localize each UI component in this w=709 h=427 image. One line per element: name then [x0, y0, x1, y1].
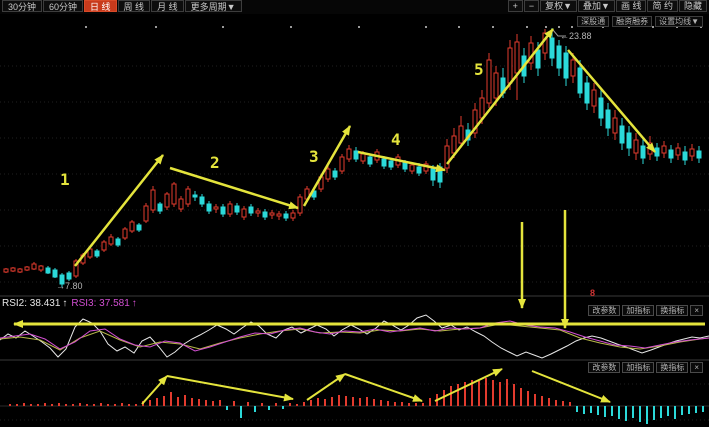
volume-bars	[9, 378, 704, 424]
gridlines	[0, 26, 709, 421]
simple-mode-button[interactable]: 简 约	[647, 0, 678, 12]
tab-daily[interactable]: 日 线	[84, 0, 117, 12]
tab-more-periods[interactable]: 更多周期▼	[184, 0, 242, 12]
period-toolbar: 30分钟 60分钟日 线周 线月 线更多周期▼ + − 复权▼ 叠加▼ 画 线简 约隐藏	[0, 0, 709, 14]
close-panel-button[interactable]: ×	[690, 305, 703, 316]
change-params-button[interactable]: 改参数	[588, 305, 621, 316]
change-params-button[interactable]: 改参数	[588, 362, 621, 373]
volume-panel-buttons: 改参数 加指标 换指标 ×	[588, 362, 703, 373]
annotation-arrows	[13, 28, 705, 405]
tab-weekly[interactable]: 周 线	[117, 0, 151, 12]
zoom-out-button[interactable]: −	[523, 0, 540, 12]
tab-60min[interactable]: 60分钟	[43, 0, 84, 12]
tab-30min[interactable]: 30分钟	[2, 0, 43, 12]
tab-monthly[interactable]: 月 线	[151, 0, 184, 12]
rsi-lines	[0, 314, 709, 359]
candlestick-series	[3, 28, 702, 287]
ma-settings-button[interactable]: 设置均线▼	[655, 16, 703, 27]
switch-indicator-button[interactable]: 换指标	[656, 305, 689, 316]
margin-trading-button[interactable]: 融资融券	[612, 16, 653, 27]
hide-button[interactable]: 隐藏	[678, 0, 707, 12]
switch-indicator-button[interactable]: 换指标	[656, 362, 689, 373]
period-tabs: 30分钟 60分钟日 线周 线月 线更多周期▼	[2, 0, 242, 12]
close-panel-button[interactable]: ×	[690, 362, 703, 373]
chart-controls: + − 复权▼ 叠加▼ 画 线简 约隐藏	[507, 0, 707, 12]
overlay-button[interactable]: 叠加▼	[578, 0, 615, 12]
add-indicator-button[interactable]: 加指标	[622, 305, 655, 316]
draw-line-button[interactable]: 画 线	[615, 0, 647, 12]
secondary-controls: 深股通 融资融券 设置均线▼	[577, 16, 703, 27]
rsi-panel-buttons: 改参数 加指标 换指标 ×	[588, 305, 703, 316]
sz-connect-button[interactable]: 深股通	[577, 16, 610, 27]
zoom-in-button[interactable]: +	[507, 0, 523, 12]
add-indicator-button[interactable]: 加指标	[622, 362, 655, 373]
adjust-price-button[interactable]: 复权▼	[540, 0, 578, 12]
